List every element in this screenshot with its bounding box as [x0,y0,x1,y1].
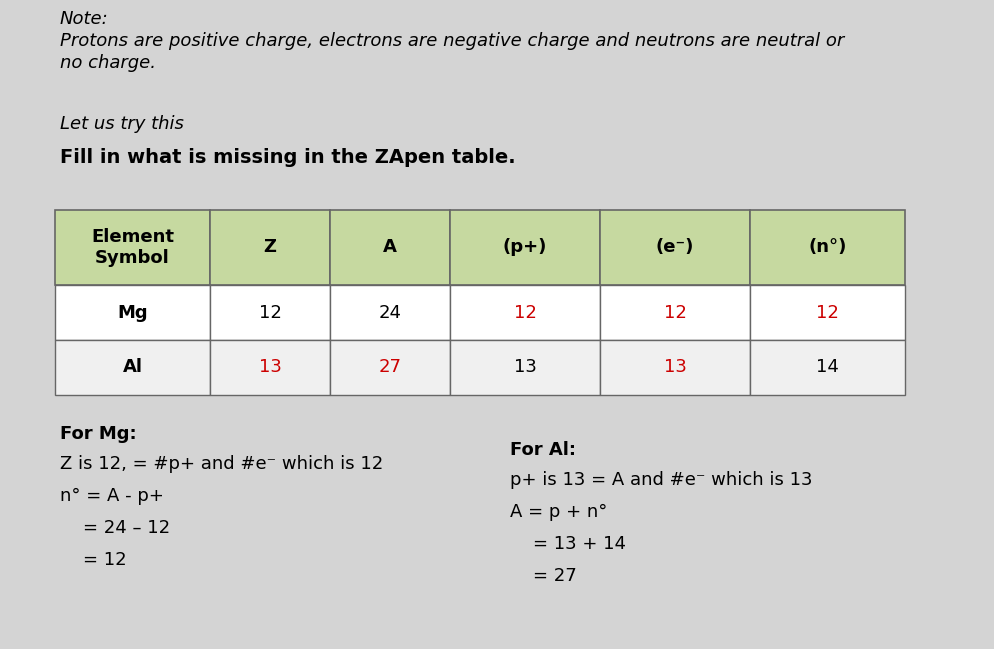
Bar [210,340,330,395]
Text: Al: Al [122,358,142,376]
Bar [330,340,450,395]
Text: 12: 12 [816,304,839,321]
Text: 24: 24 [379,304,402,321]
Text: 13: 13 [664,358,687,376]
Text: 12: 12 [664,304,687,321]
Text: = 12: = 12 [60,551,126,569]
Bar [210,285,330,340]
Text: Mg: Mg [117,304,148,321]
Bar [600,210,750,285]
Text: = 24 – 12: = 24 – 12 [60,519,170,537]
Bar [55,340,210,395]
Text: n° = A - p+: n° = A - p+ [60,487,164,505]
Text: A: A [383,238,397,256]
Text: Fill in what is missing in the ZApen table.: Fill in what is missing in the ZApen tab… [60,148,516,167]
Text: A = p + n°: A = p + n° [510,503,607,521]
Bar [750,340,905,395]
Text: 12: 12 [514,304,537,321]
Text: 12: 12 [258,304,281,321]
Bar [210,210,330,285]
Bar [450,340,600,395]
Text: Element
Symbol: Element Symbol [91,228,174,267]
Text: Z: Z [263,238,276,256]
Text: Note:: Note: [60,10,108,28]
Text: For Al:: For Al: [510,441,576,459]
Text: no charge.: no charge. [60,54,156,72]
Text: 13: 13 [258,358,281,376]
Bar [55,285,210,340]
Bar [330,285,450,340]
Text: (n°): (n°) [808,238,847,256]
Bar [600,285,750,340]
Bar [450,285,600,340]
Text: Let us try this: Let us try this [60,115,184,133]
Text: Protons are positive charge, electrons are negative charge and neutrons are neut: Protons are positive charge, electrons a… [60,32,844,50]
Text: = 13 + 14: = 13 + 14 [510,535,626,553]
Text: = 27: = 27 [510,567,577,585]
Text: 27: 27 [379,358,402,376]
Text: 13: 13 [514,358,537,376]
Text: (e⁻): (e⁻) [656,238,694,256]
Bar [330,210,450,285]
Bar [600,340,750,395]
Text: p+ is 13 = A and #e⁻ which is 13: p+ is 13 = A and #e⁻ which is 13 [510,471,812,489]
Text: 14: 14 [816,358,839,376]
Bar [450,210,600,285]
Bar [750,210,905,285]
Text: For Mg:: For Mg: [60,425,136,443]
Bar [750,285,905,340]
Text: Z is 12, = #p+ and #e⁻ which is 12: Z is 12, = #p+ and #e⁻ which is 12 [60,455,384,473]
Text: (p+): (p+) [503,238,547,256]
Bar [55,210,210,285]
